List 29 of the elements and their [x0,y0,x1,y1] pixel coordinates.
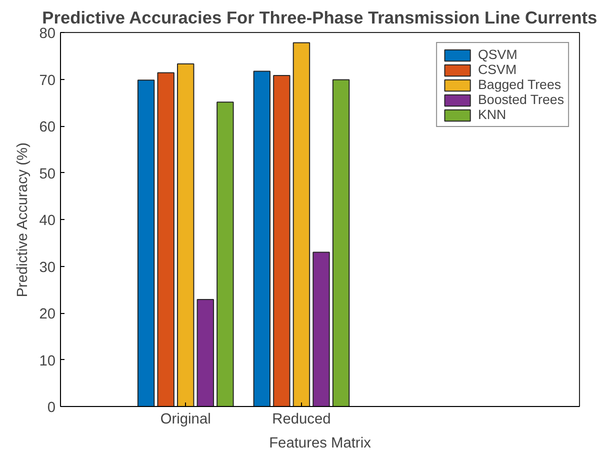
y-tick-label: 60 [39,120,56,136]
bar [137,80,155,406]
legend-label: Boosted Trees [478,92,564,107]
legend-label: CSVM [478,62,517,77]
bar [216,102,234,406]
x-axis-title: Features Matrix [269,436,372,452]
legend-label: Bagged Trees [478,77,562,92]
bar [253,70,270,406]
bar [312,252,330,406]
chart-title: Predictive Accuracies For Three-Phase Transmission Line Currents [42,8,598,28]
bar [292,42,310,406]
y-tick-label: 10 [39,353,56,370]
y-tick-label: 80 [39,26,56,42]
legend-label: KNN [478,107,506,122]
y-tick-label: 50 [39,166,56,182]
bar [177,63,194,406]
bar [196,298,214,406]
y-tick-label: 20 [39,306,56,322]
y-tick-label: 0 [47,400,56,416]
y-tick-label: 30 [39,260,56,276]
x-tick-label: Reduced [272,412,331,428]
y-tick-label: 40 [39,213,56,229]
x-tick-label: Original [160,412,211,428]
bar [273,75,290,406]
bar [157,72,174,406]
legend-label: QSVM [478,47,518,62]
bar [332,79,350,406]
y-axis-title: Predictive Accuracy (%) [15,142,32,298]
y-tick-label: 70 [39,72,56,89]
